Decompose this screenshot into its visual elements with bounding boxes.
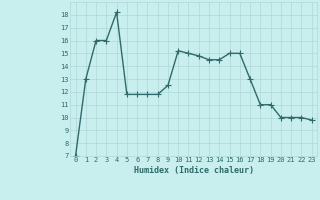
X-axis label: Humidex (Indice chaleur): Humidex (Indice chaleur)	[134, 166, 254, 175]
